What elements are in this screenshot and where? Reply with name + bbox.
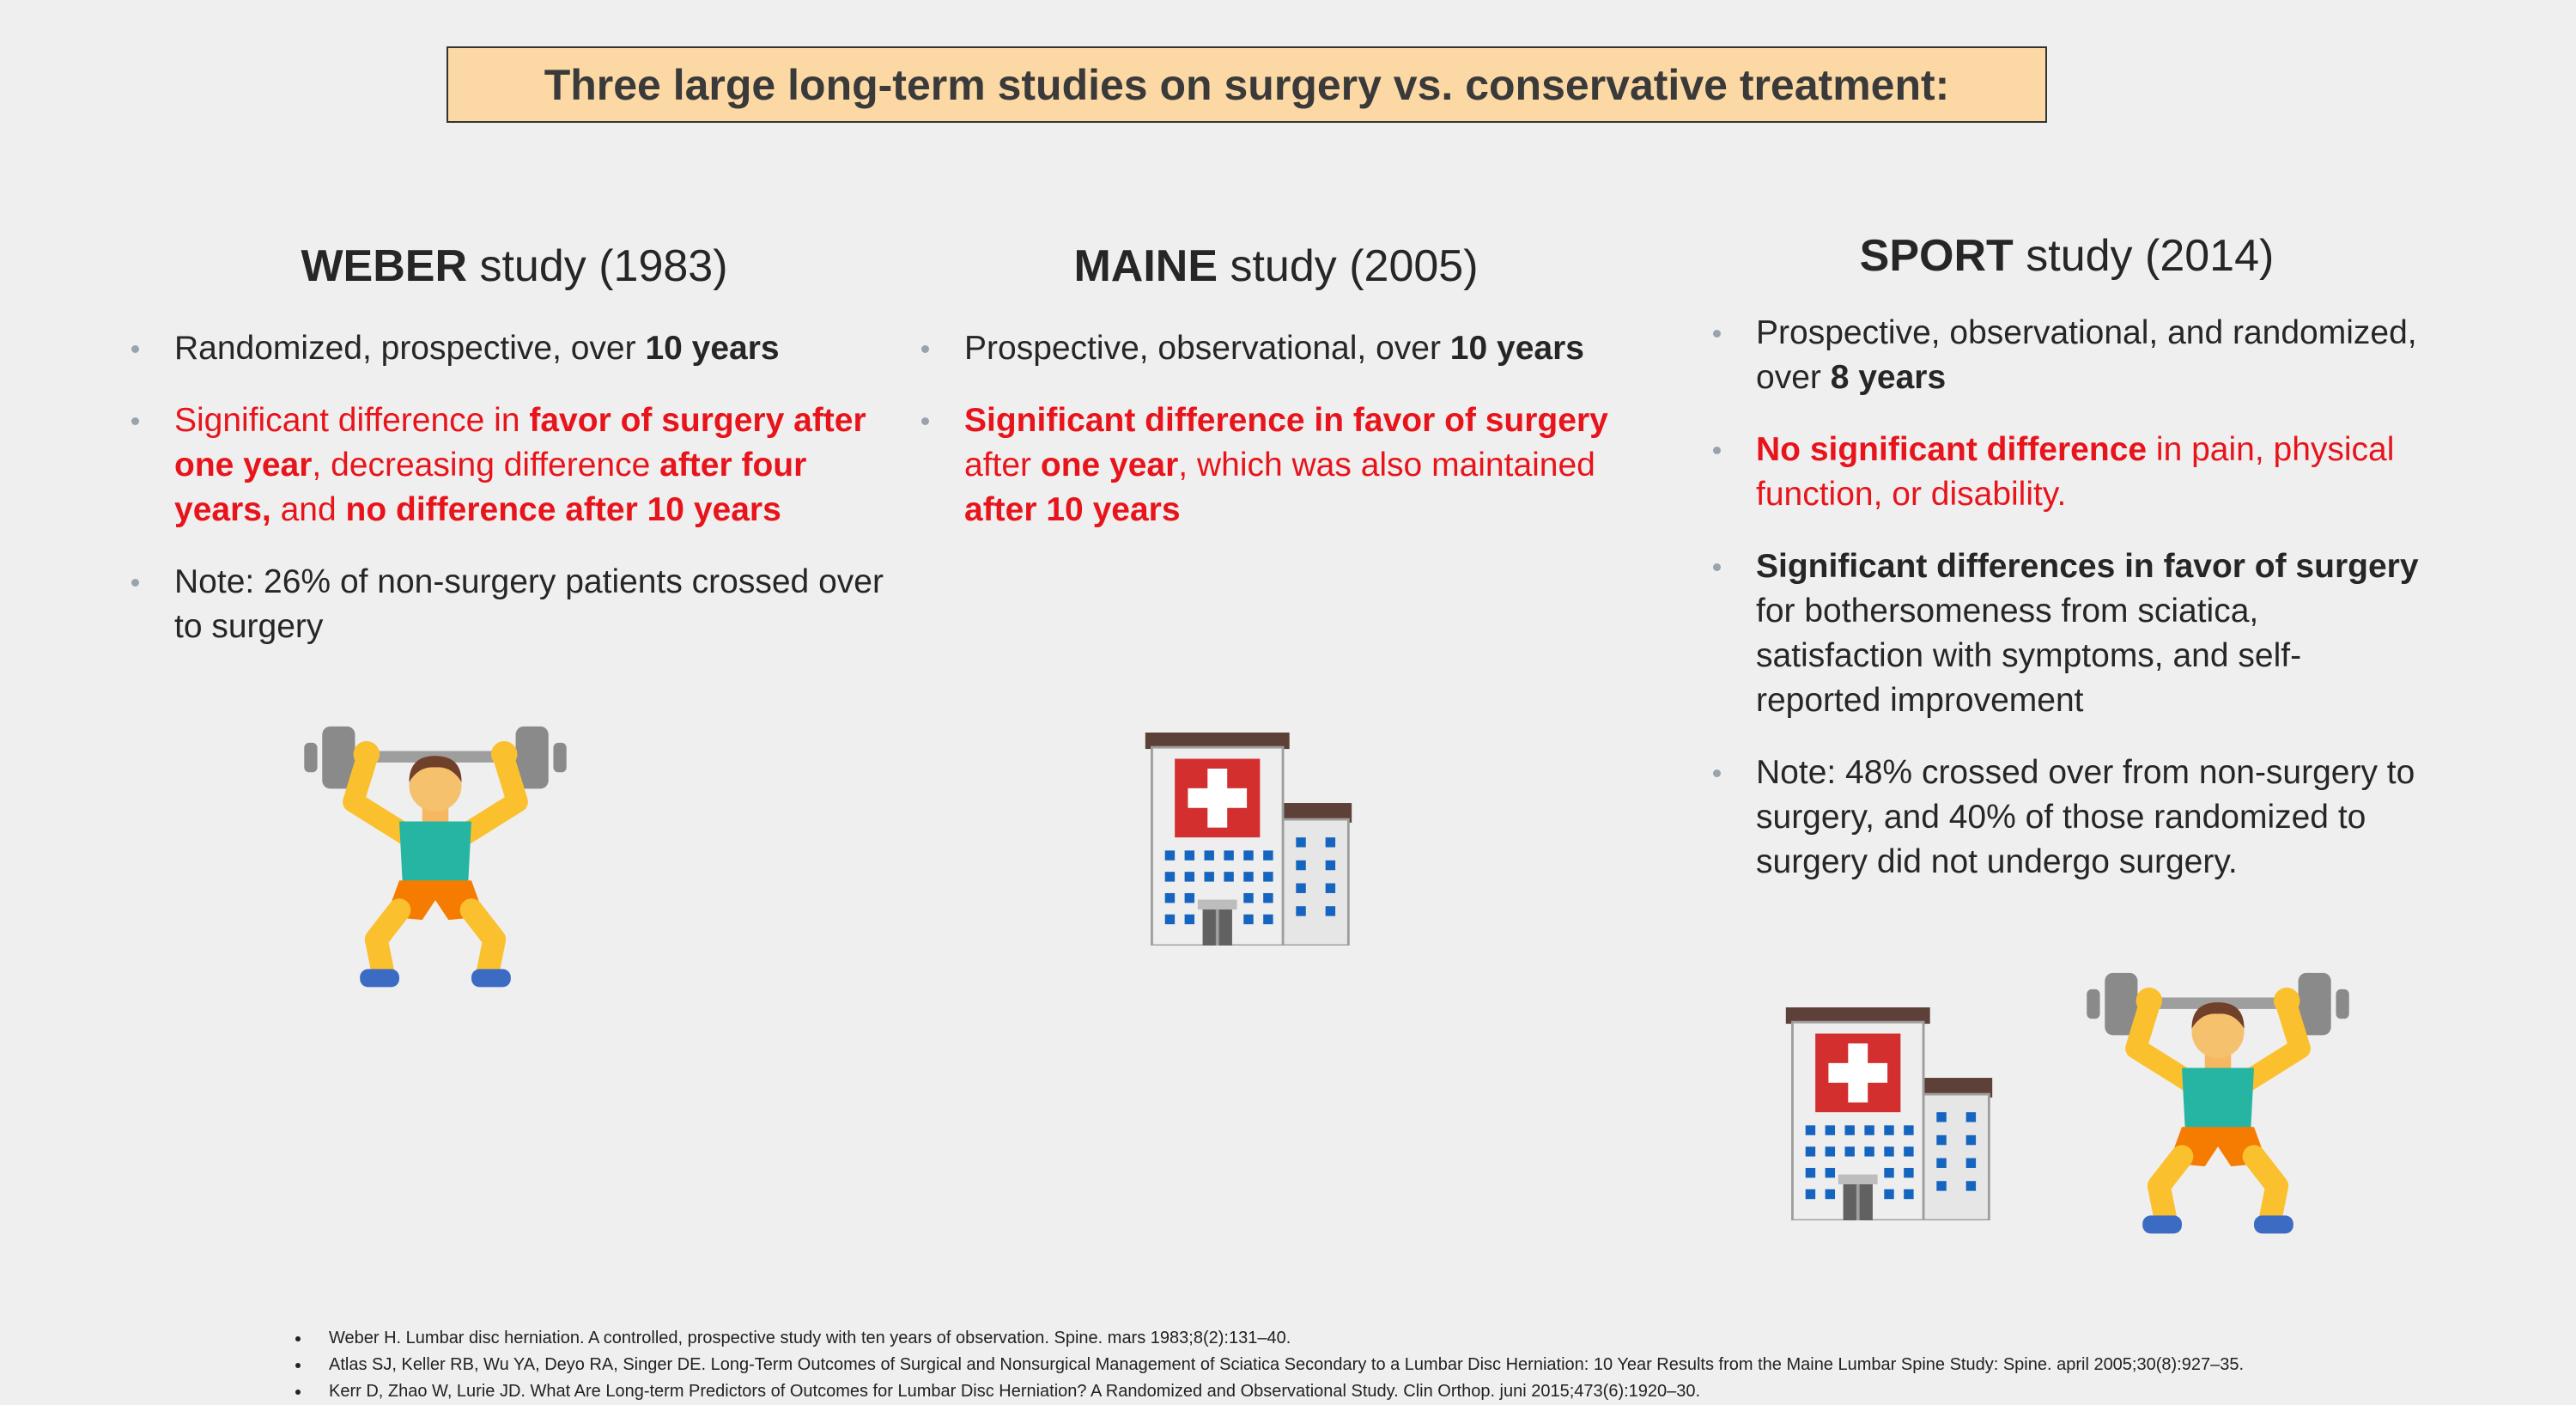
heading-rest: study (1983) [479, 241, 728, 291]
text: Randomized, prospective, over [174, 330, 646, 367]
bold-text: 8 years [1830, 359, 1947, 396]
column-heading: WEBER study (1983) [301, 240, 727, 292]
heading-name: SPORT [1859, 231, 2014, 281]
heading-rest: study (2005) [1230, 241, 1479, 291]
column: Prospective, observational, over 10 year… [921, 326, 1625, 560]
bullet: Randomized, prospective, over 10 years [131, 326, 908, 371]
weightlifter-icon [2087, 970, 2349, 1240]
bullet: No significant difference in pain, physi… [1713, 428, 2426, 517]
bullet: Note: 26% of non-surgery patients crosse… [131, 560, 908, 649]
text: and [270, 491, 346, 528]
bold-text: 10 years [1449, 330, 1584, 367]
bullet: Significant differences in favor of surg… [1713, 544, 2426, 723]
bullet: Significant difference in favor of surge… [921, 398, 1625, 532]
heading-name: WEBER [301, 241, 468, 291]
text: , which was also maintained [1178, 447, 1595, 484]
hospital-icon [1783, 1007, 1996, 1220]
bold-text: after four years, [174, 447, 807, 528]
text: after [964, 447, 1041, 484]
hospital-icon [1142, 733, 1355, 946]
text: in pain, physical function, or disabilit… [1756, 431, 2395, 513]
text: Note: 48% crossed over from non-surgery … [1756, 754, 2415, 880]
reference: Weber H. Lumbar disc herniation. A contr… [295, 1325, 2244, 1352]
heading-rest: study (2014) [2026, 231, 2275, 281]
text: , decreasing difference [312, 447, 660, 484]
bold-text: Significant difference in favor of surge… [964, 402, 1608, 439]
reference: Atlas SJ, Keller RB, Wu YA, Deyo RA, Sin… [295, 1352, 2244, 1378]
title: Three large long-term studies on surgery… [447, 46, 2047, 123]
bold-text: 10 years [645, 330, 780, 367]
reference: Kerr D, Zhao W, Lurie JD. What Are Long-… [295, 1378, 2244, 1405]
text: Significant difference in [174, 402, 530, 439]
bullet: Note: 48% crossed over from non-surgery … [1713, 751, 2426, 885]
text: Prospective, observational, over [964, 330, 1450, 367]
bold-text: after 10 years [964, 491, 1181, 528]
bold-text: favor of surgery after one year [174, 402, 866, 484]
heading-name: MAINE [1073, 241, 1218, 291]
text: Prospective, observational, and randomiz… [1756, 314, 2417, 396]
bold-text: No significant difference [1756, 431, 2148, 468]
bold-text: one year [1040, 447, 1179, 484]
bullet: Prospective, observational, and randomiz… [1713, 311, 2426, 400]
references: Weber H. Lumbar disc herniation. A contr… [295, 1325, 2244, 1405]
column: Prospective, observational, and randomiz… [1713, 311, 2426, 912]
bold-text: Significant differences in favor of surg… [1756, 548, 2419, 585]
text: Note: 26% of non-surgery patients crosse… [174, 563, 884, 645]
bullet: Significant difference in favor of surge… [131, 398, 908, 532]
column: Randomized, prospective, over 10 years S… [131, 326, 908, 677]
bold-text: no difference after 10 years [345, 491, 781, 528]
weightlifter-icon [304, 723, 567, 994]
bullet: Prospective, observational, over 10 year… [921, 326, 1625, 371]
column-heading: SPORT study (2014) [1860, 230, 2275, 282]
column-heading: MAINE study (2005) [1073, 240, 1478, 292]
text: for bothersomeness from sciatica, satisf… [1756, 593, 2302, 719]
